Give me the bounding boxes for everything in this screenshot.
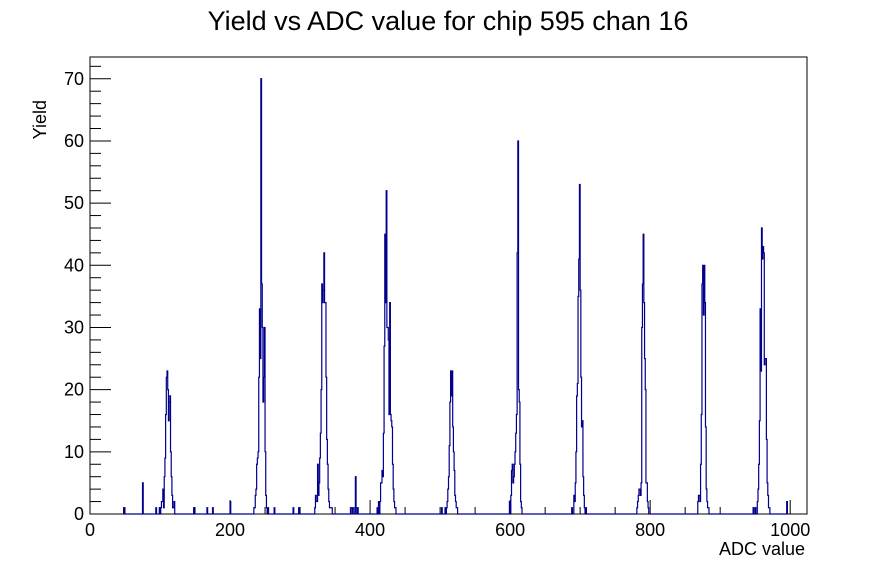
y-tick-label: 10 xyxy=(64,442,84,462)
x-tick-label: 600 xyxy=(495,520,525,540)
y-axis: 0 10 20 30 40 50 60 70 xyxy=(64,65,111,524)
x-axis: 0 200 400 600 800 1000 xyxy=(85,500,810,540)
y-tick-label: 70 xyxy=(64,69,84,89)
y-tick-label: 30 xyxy=(64,317,84,337)
x-tick-label: 1000 xyxy=(770,520,810,540)
x-tick-label: 400 xyxy=(355,520,385,540)
y-tick-label: 20 xyxy=(64,380,84,400)
chart-title: Yield vs ADC value for chip 595 chan 16 xyxy=(208,6,689,36)
x-tick-label: 200 xyxy=(215,520,245,540)
y-tick-label: 60 xyxy=(64,131,84,151)
plot-frame xyxy=(89,56,808,515)
y-tick-label: 50 xyxy=(64,193,84,213)
x-tick-label: 800 xyxy=(635,520,665,540)
y-tick-label: 0 xyxy=(74,504,84,524)
y-axis-label: Yield xyxy=(30,100,50,139)
histogram-series xyxy=(123,78,788,515)
x-tick-label: 0 xyxy=(85,520,95,540)
x-axis-label: ADC value xyxy=(719,539,805,559)
y-tick-label: 40 xyxy=(64,255,84,275)
